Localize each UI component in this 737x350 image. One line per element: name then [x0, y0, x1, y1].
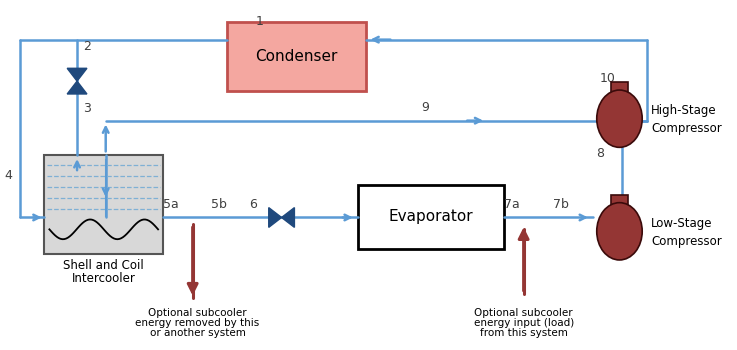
- Text: 10: 10: [600, 72, 615, 85]
- FancyBboxPatch shape: [357, 185, 504, 249]
- Text: Evaporator: Evaporator: [388, 210, 473, 224]
- Text: Compressor: Compressor: [651, 122, 722, 135]
- Text: 3: 3: [83, 102, 91, 115]
- FancyBboxPatch shape: [610, 82, 629, 102]
- Text: Optional subcooler: Optional subcooler: [475, 308, 573, 319]
- Ellipse shape: [597, 203, 642, 260]
- Text: from this system: from this system: [480, 328, 567, 338]
- Text: 7b: 7b: [553, 198, 569, 211]
- Text: 9: 9: [421, 101, 429, 114]
- FancyBboxPatch shape: [227, 22, 366, 91]
- Text: Compressor: Compressor: [651, 235, 722, 248]
- Ellipse shape: [597, 90, 642, 147]
- Polygon shape: [269, 208, 282, 228]
- Text: energy input (load): energy input (load): [473, 318, 574, 328]
- Text: 7a: 7a: [504, 198, 520, 211]
- Text: 8: 8: [595, 147, 604, 160]
- Text: 2: 2: [83, 40, 91, 53]
- Text: Optional subcooler: Optional subcooler: [148, 308, 247, 319]
- Text: Condenser: Condenser: [255, 49, 338, 64]
- Polygon shape: [67, 81, 87, 94]
- Polygon shape: [67, 68, 87, 81]
- Text: 4: 4: [4, 168, 12, 182]
- Text: 5b: 5b: [212, 198, 227, 211]
- Text: Shell and Coil: Shell and Coil: [63, 259, 144, 272]
- Text: Intercooler: Intercooler: [71, 272, 136, 285]
- Text: or another system: or another system: [150, 328, 245, 338]
- Text: 5a: 5a: [163, 198, 179, 211]
- Text: 6: 6: [249, 198, 257, 211]
- Text: 1: 1: [256, 15, 264, 28]
- FancyBboxPatch shape: [44, 155, 163, 254]
- FancyBboxPatch shape: [610, 195, 629, 215]
- Text: High-Stage: High-Stage: [651, 104, 716, 117]
- Polygon shape: [282, 208, 294, 228]
- Text: Low-Stage: Low-Stage: [651, 217, 713, 230]
- Text: energy removed by this: energy removed by this: [136, 318, 259, 328]
